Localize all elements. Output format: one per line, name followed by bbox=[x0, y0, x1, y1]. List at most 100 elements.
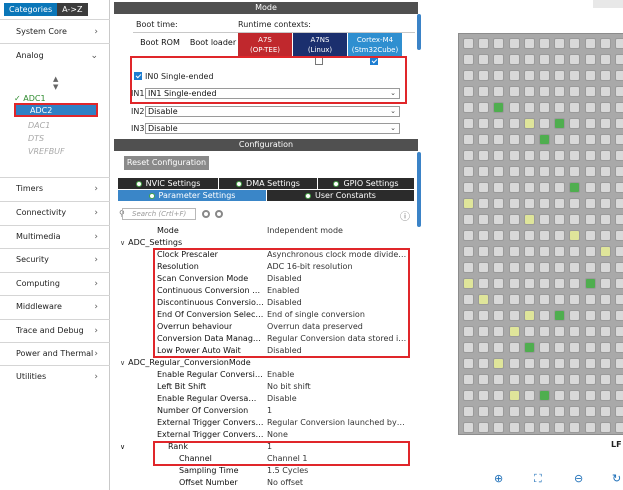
pin[interactable] bbox=[554, 406, 566, 417]
config-scrollbar[interactable] bbox=[417, 152, 421, 227]
pin[interactable] bbox=[615, 374, 623, 385]
pin[interactable] bbox=[523, 294, 535, 305]
pin[interactable] bbox=[478, 70, 490, 81]
pin[interactable] bbox=[463, 230, 474, 241]
pin[interactable] bbox=[569, 406, 581, 417]
pin[interactable] bbox=[569, 390, 581, 401]
sidebar-item-dac1[interactable]: DAC1 bbox=[28, 121, 51, 130]
pin[interactable] bbox=[508, 134, 520, 145]
pin[interactable] bbox=[523, 230, 535, 241]
pin[interactable] bbox=[539, 134, 550, 145]
pin[interactable] bbox=[508, 182, 520, 193]
sidebar-item-dts[interactable]: DTS bbox=[28, 134, 45, 143]
pin[interactable] bbox=[539, 342, 550, 353]
pin[interactable] bbox=[599, 390, 611, 401]
pin[interactable] bbox=[478, 422, 490, 433]
pin[interactable] bbox=[478, 134, 490, 145]
pin[interactable] bbox=[539, 86, 550, 97]
pin[interactable] bbox=[615, 70, 623, 81]
pin[interactable] bbox=[584, 374, 596, 385]
pin[interactable] bbox=[554, 390, 566, 401]
pin[interactable] bbox=[463, 390, 474, 401]
pin[interactable] bbox=[554, 374, 566, 385]
pin[interactable] bbox=[539, 246, 550, 257]
pin[interactable] bbox=[569, 182, 581, 193]
pin[interactable] bbox=[599, 166, 611, 177]
pin[interactable] bbox=[569, 358, 581, 369]
param-row[interactable]: Offset Number No offset bbox=[114, 477, 414, 489]
pin[interactable] bbox=[539, 214, 550, 225]
pin[interactable] bbox=[523, 166, 535, 177]
pin[interactable] bbox=[508, 150, 520, 161]
pin[interactable] bbox=[539, 70, 550, 81]
pin[interactable] bbox=[599, 278, 611, 289]
pin[interactable] bbox=[539, 422, 550, 433]
pin[interactable] bbox=[493, 54, 505, 65]
category-system-core[interactable]: System Core › bbox=[0, 23, 110, 41]
gear-icon[interactable] bbox=[215, 210, 223, 218]
pin[interactable] bbox=[539, 182, 550, 193]
pin[interactable] bbox=[478, 246, 490, 257]
pin[interactable] bbox=[463, 86, 474, 97]
pin[interactable] bbox=[493, 182, 505, 193]
pin[interactable] bbox=[523, 326, 535, 337]
pin[interactable] bbox=[554, 38, 566, 49]
pin[interactable] bbox=[478, 86, 490, 97]
pin[interactable] bbox=[463, 214, 474, 225]
param-row[interactable]: Sampling Time 1.5 Cycles bbox=[114, 465, 414, 477]
pin[interactable] bbox=[493, 278, 505, 289]
pin[interactable] bbox=[584, 54, 596, 65]
pin[interactable] bbox=[554, 294, 566, 305]
pin[interactable] bbox=[569, 374, 581, 385]
pin[interactable] bbox=[493, 166, 505, 177]
group-adc-settings[interactable]: ∨ ADC_Settings bbox=[120, 237, 182, 249]
pin[interactable] bbox=[599, 54, 611, 65]
in0-checkbox[interactable] bbox=[134, 72, 142, 80]
pin[interactable] bbox=[569, 198, 581, 209]
pin[interactable] bbox=[554, 214, 566, 225]
pin[interactable] bbox=[554, 182, 566, 193]
pin[interactable] bbox=[554, 118, 566, 129]
pin[interactable] bbox=[508, 70, 520, 81]
pin[interactable] bbox=[539, 198, 550, 209]
pin[interactable] bbox=[508, 230, 520, 241]
pin[interactable] bbox=[615, 294, 623, 305]
pin[interactable] bbox=[539, 326, 550, 337]
pin[interactable] bbox=[523, 134, 535, 145]
pin[interactable] bbox=[599, 326, 611, 337]
pin[interactable] bbox=[493, 374, 505, 385]
pin[interactable] bbox=[493, 246, 505, 257]
pin[interactable] bbox=[615, 38, 623, 49]
fit-screen-icon[interactable]: ⛶ bbox=[534, 472, 542, 485]
pin[interactable] bbox=[584, 214, 596, 225]
pin[interactable] bbox=[508, 198, 520, 209]
tab-dma-settings[interactable]: DMA Settings bbox=[219, 178, 317, 189]
pin[interactable] bbox=[615, 278, 623, 289]
pin[interactable] bbox=[584, 134, 596, 145]
pin[interactable] bbox=[584, 390, 596, 401]
pin[interactable] bbox=[508, 422, 520, 433]
pin[interactable] bbox=[554, 230, 566, 241]
pin[interactable] bbox=[508, 358, 520, 369]
pin[interactable] bbox=[493, 134, 505, 145]
pin[interactable] bbox=[615, 86, 623, 97]
pin[interactable] bbox=[508, 390, 520, 401]
tab-a-to-z[interactable]: A->Z bbox=[57, 3, 88, 16]
pin[interactable] bbox=[478, 118, 490, 129]
pin[interactable] bbox=[463, 262, 474, 273]
pin[interactable] bbox=[463, 150, 474, 161]
pin[interactable] bbox=[463, 342, 474, 353]
pin[interactable] bbox=[478, 406, 490, 417]
pin[interactable] bbox=[493, 230, 505, 241]
pin[interactable] bbox=[599, 262, 611, 273]
pin[interactable] bbox=[569, 118, 581, 129]
pin[interactable] bbox=[493, 406, 505, 417]
pin[interactable] bbox=[554, 86, 566, 97]
pin[interactable] bbox=[463, 182, 474, 193]
pin[interactable] bbox=[554, 134, 566, 145]
pin[interactable] bbox=[584, 182, 596, 193]
pin[interactable] bbox=[554, 358, 566, 369]
pin[interactable] bbox=[539, 374, 550, 385]
pin[interactable] bbox=[463, 102, 474, 113]
pin[interactable] bbox=[523, 54, 535, 65]
